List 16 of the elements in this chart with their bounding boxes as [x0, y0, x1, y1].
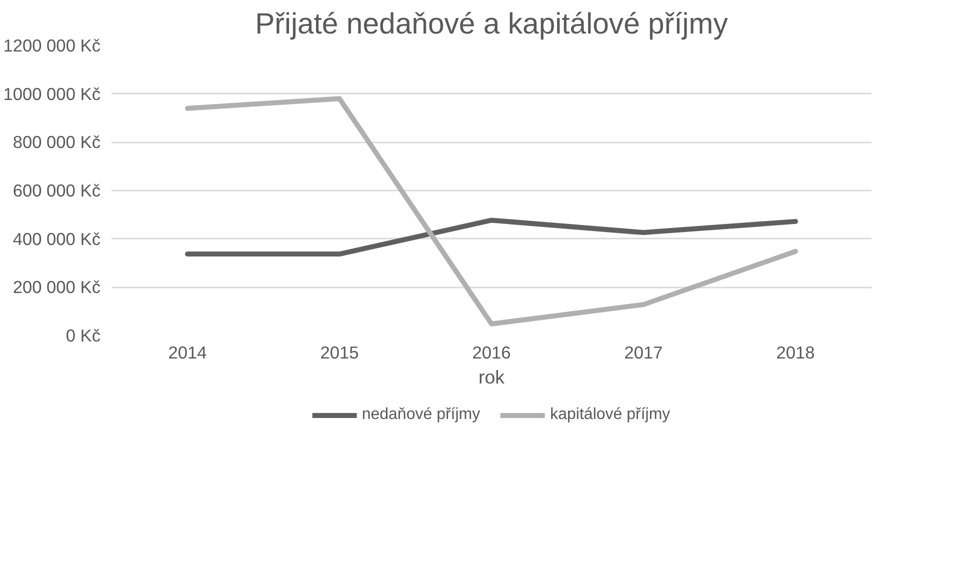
y-tick-label: 1000 000 Kč [3, 84, 101, 104]
y-tick-label: 800 000 Kč [12, 132, 101, 152]
x-axis-title: rok [478, 366, 506, 388]
y-tick-label: 0 Kč [66, 326, 101, 346]
x-tick-label: 2014 [168, 342, 208, 362]
y-tick-label: 1200 000 Kč [3, 36, 101, 56]
y-tick-label: 600 000 Kč [12, 180, 101, 200]
legend-label: nedaňové příjmy [362, 406, 480, 424]
legend-label: kapitálové příjmy [550, 406, 670, 424]
x-tick-label: 2015 [320, 342, 359, 362]
x-tick-label: 2018 [776, 342, 815, 362]
x-tick-label: 2016 [472, 342, 511, 362]
y-tick-label: 400 000 Kč [12, 228, 101, 249]
x-tick-label: 2017 [624, 342, 663, 362]
chart-title: Přijaté nedaňové a kapitálové příjmy [255, 8, 728, 40]
y-tick-label: 200 000 Kč [12, 277, 101, 298]
